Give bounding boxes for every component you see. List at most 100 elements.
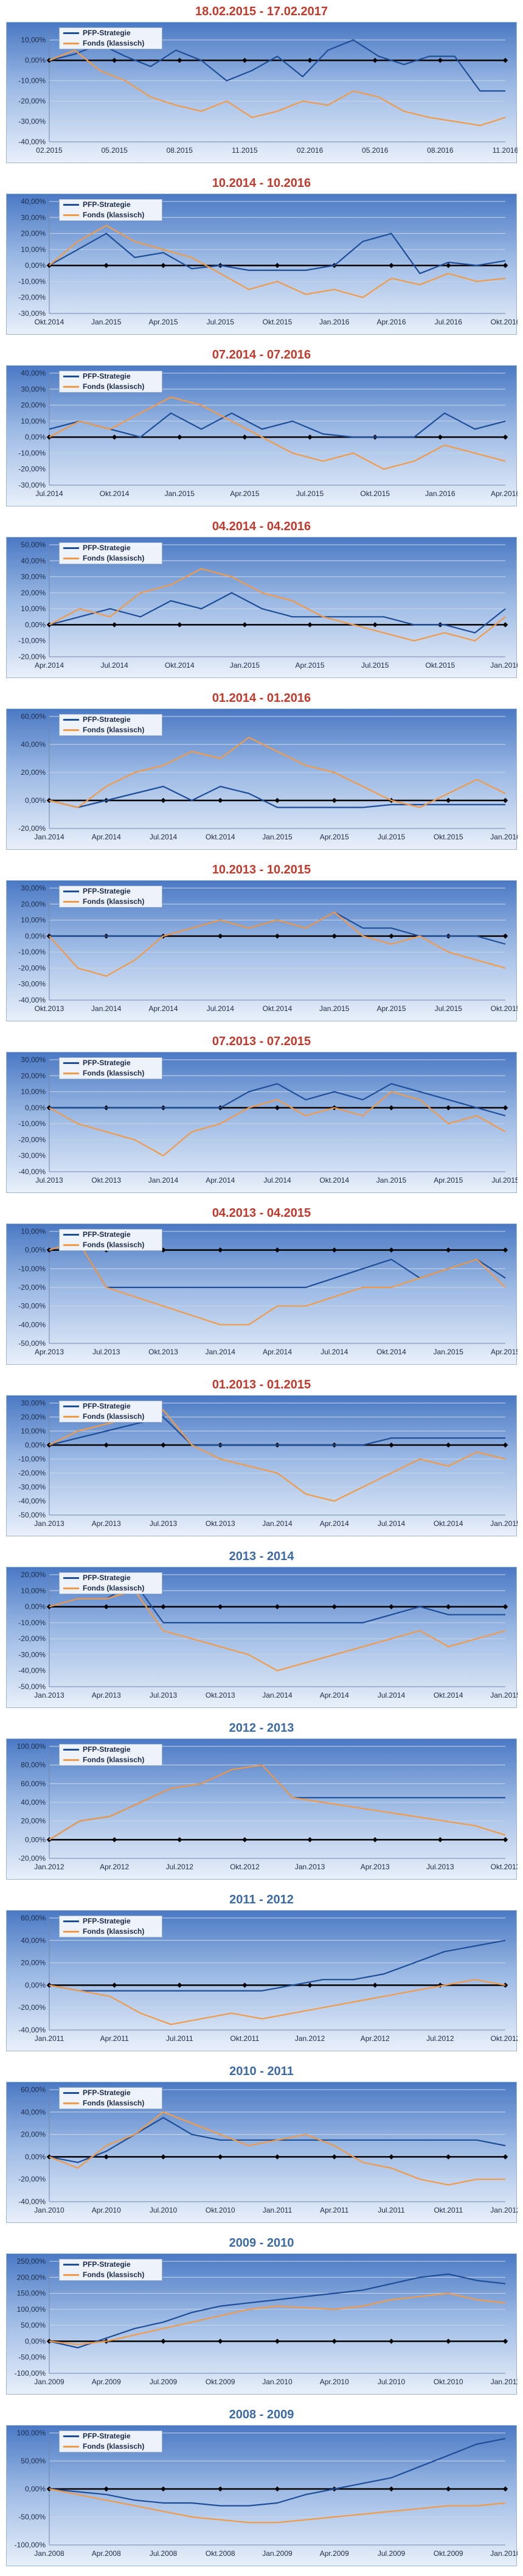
legend-label: PFP-Strategie — [83, 1745, 131, 1754]
legend-label: PFP-Strategie — [83, 1230, 131, 1239]
x-tick-label: Okt.2009 — [434, 2549, 463, 2558]
y-tick-label: -20,00% — [18, 1634, 46, 1643]
zero-marker — [218, 2486, 223, 2492]
legend-label: PFP-Strategie — [83, 887, 131, 895]
y-tick-label: -30,00% — [18, 1483, 46, 1491]
x-tick-label: Jan.2013 — [34, 1519, 64, 1528]
legend-item-fonds: Fonds (klassisch) — [60, 1927, 162, 1937]
chart-frame: 20,00% 10,00% 0,00% -10,00% -20,00% -30,00% -4… — [6, 1567, 518, 1708]
x-tick-label: Jul.2013 — [92, 1348, 120, 1356]
series-line-strategy — [49, 233, 506, 275]
legend-swatch — [63, 891, 79, 892]
legend-item-fonds: Fonds (klassisch) — [60, 1240, 162, 1250]
legend-item-strategy: PFP-Strategie — [60, 1916, 162, 1927]
x-tick-label: Apr.2015 — [320, 833, 349, 841]
zero-marker — [389, 1247, 394, 1253]
x-tick-label: Jan.2016 — [490, 833, 518, 841]
x-tick-label: Jan.2014 — [148, 1176, 179, 1185]
chart-svg: 30,00% 20,00% 10,00% 0,00% -10,00% -20,00% -30… — [18, 884, 518, 1013]
zero-marker — [161, 1604, 166, 1609]
y-tick-label: -20,00% — [18, 1283, 46, 1292]
x-tick-label: Okt.2013 — [91, 1176, 121, 1185]
series-line-fonds — [49, 2488, 506, 2524]
x-tick-label: Jan.2014 — [262, 1691, 293, 1699]
legend-item-strategy: PFP-Strategie — [60, 2431, 162, 2441]
chart-title: 10.2013 - 10.2015 — [212, 863, 311, 877]
x-tick-label: Okt.2014 — [165, 661, 195, 670]
y-tick-label: 20,00% — [21, 1817, 46, 1825]
chart-frame: 30,00% 20,00% 10,00% 0,00% -10,00% -20,00% -30… — [6, 880, 518, 1021]
zero-marker — [331, 1247, 337, 1253]
zero-marker — [372, 1983, 378, 1988]
zero-marker — [307, 1983, 313, 1988]
series-line-fonds — [49, 911, 506, 977]
y-tick-label: 10,00% — [21, 1427, 46, 1435]
chart-title: 2013 - 2014 — [229, 1550, 294, 1563]
y-tick-label: 20,00% — [21, 2130, 46, 2139]
x-tick-label: Apr.2016 — [491, 489, 518, 498]
legend-swatch — [63, 1405, 79, 1407]
y-tick-label: 0,00% — [25, 796, 46, 805]
chart-title: 2009 - 2010 — [229, 2236, 294, 2250]
zero-marker — [161, 2486, 166, 2492]
x-tick-label: Jan.2010 — [34, 2206, 64, 2214]
x-tick-label: Jan.2014 — [262, 1519, 293, 1528]
y-tick-label: -10,00% — [18, 1119, 46, 1128]
zero-marker — [502, 1105, 508, 1111]
x-tick-label: Jan.2015 — [91, 318, 122, 326]
zero-marker — [177, 1983, 182, 1988]
x-tick-label: Okt.2011 — [230, 2034, 260, 2043]
chart-frame: 60,00% 40,00% 20,00% 0,00% -20,00% Jan.2014 Ap… — [6, 709, 518, 850]
x-tick-label: Jul.2013 — [35, 1176, 63, 1185]
zero-marker — [437, 1837, 443, 1843]
x-tick-label: Okt.2015 — [491, 1004, 518, 1013]
zero-marker — [372, 1837, 378, 1843]
chart-frame: 50,00% 40,00% 30,00% 20,00% 10,00% 0,00% -10,0… — [6, 537, 518, 678]
x-tick-label: 05.2016 — [362, 146, 389, 155]
zero-marker — [502, 933, 508, 939]
y-tick-label: -40,00% — [18, 1497, 46, 1505]
legend-item-fonds: Fonds (klassisch) — [60, 38, 162, 49]
zero-marker — [242, 622, 248, 628]
y-tick-label: -30,00% — [18, 1650, 46, 1659]
zero-marker — [331, 797, 337, 803]
y-tick-label: 20,00% — [21, 229, 46, 238]
legend-item-strategy: PFP-Strategie — [60, 371, 162, 382]
x-tick-label: Okt.2014 — [206, 833, 235, 841]
x-tick-label: Okt.2015 — [426, 661, 455, 670]
zero-marker — [242, 434, 248, 440]
x-tick-label: Jan.2015 — [490, 1691, 518, 1699]
x-tick-label: Okt.2013 — [206, 1519, 235, 1528]
zero-marker — [502, 797, 508, 803]
zero-marker — [111, 57, 117, 63]
zero-marker — [389, 2486, 394, 2492]
legend-label: Fonds (klassisch) — [83, 897, 145, 906]
x-tick-label: Jan.2010 — [262, 2378, 293, 2386]
x-tick-label: Apr.2012 — [100, 1863, 129, 1871]
legend: PFP-Strategie Fonds (klassisch) — [59, 1572, 162, 1594]
x-tick-label: Okt.2015 — [434, 833, 463, 841]
legend-label: PFP-Strategie — [83, 200, 131, 209]
x-tick-label: Apr.2015 — [296, 661, 325, 670]
legend: PFP-Strategie Fonds (klassisch) — [59, 1229, 162, 1251]
x-tick-label: Jan.2012 — [490, 2206, 518, 2214]
x-tick-label: Apr.2012 — [361, 2034, 390, 2043]
y-tick-label: -40,00% — [18, 1167, 46, 1176]
legend-item-fonds: Fonds (klassisch) — [60, 2270, 162, 2280]
legend-swatch — [63, 558, 79, 559]
x-tick-label: Jan.2016 — [425, 489, 455, 498]
legend-label: PFP-Strategie — [83, 2432, 131, 2440]
chart-svg: 60,00%40,00%20,00%0,00%-20,00%-40,00%Jan… — [18, 1914, 518, 2043]
y-tick-label: 20,00% — [21, 401, 46, 410]
x-tick-label: Jul.2014 — [378, 1691, 406, 1699]
x-tick-label: Jul.2015 — [378, 833, 406, 841]
legend-label: PFP-Strategie — [83, 1573, 131, 1582]
chart-panel: 10.2014 - 10.2016 40,00% 30,00% 20,00% 10,00… — [0, 172, 523, 343]
x-tick-label: Jul.2015 — [491, 1176, 518, 1185]
x-tick-label: Okt.2008 — [206, 2549, 235, 2558]
legend: PFP-Strategie Fonds (klassisch) — [59, 886, 162, 908]
y-tick-label: 80,00% — [21, 1761, 46, 1769]
legend-label: Fonds (klassisch) — [83, 1927, 145, 1936]
zero-marker — [274, 1604, 280, 1609]
chart-title: 2011 - 2012 — [229, 1893, 294, 1906]
